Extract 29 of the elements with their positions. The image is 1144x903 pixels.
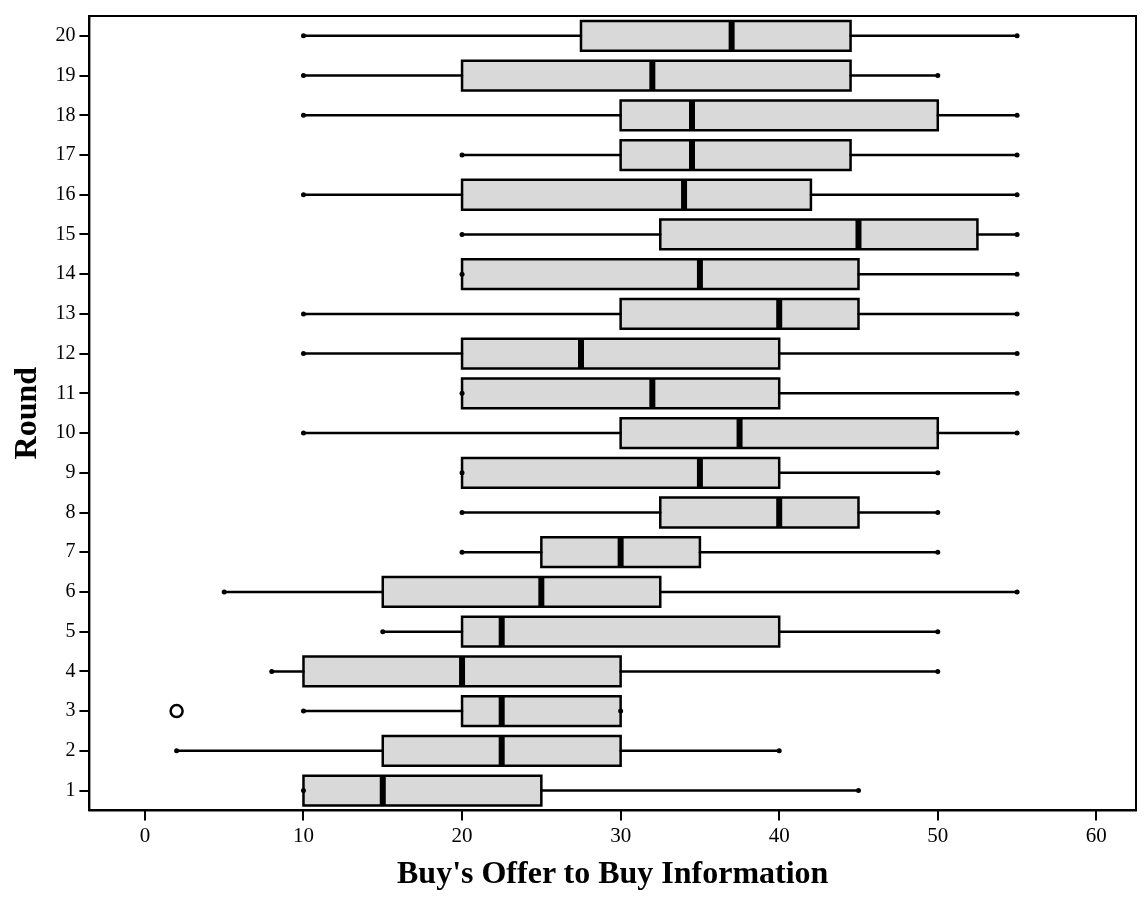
x-tick-label: 20 [451, 822, 473, 847]
y-tick-label: 12 [55, 340, 76, 363]
x-tick-label: 10 [292, 822, 314, 847]
y-tick-label: 17 [55, 142, 76, 165]
y-tick-label: 10 [55, 420, 76, 443]
y-tick-label: 16 [55, 181, 76, 204]
y-tick-label: 2 [65, 738, 76, 761]
y-tick-label: 5 [65, 618, 76, 641]
y-tick-label: 18 [55, 102, 76, 125]
y-tick-label: 13 [55, 301, 76, 324]
y-tick-label: 14 [55, 261, 76, 284]
x-tick-label: 0 [139, 822, 151, 847]
y-tick-label: 1 [65, 777, 76, 800]
y-tick-label: 6 [65, 579, 76, 602]
x-tick-label: 60 [1085, 822, 1107, 847]
x-tick-label: 50 [927, 822, 949, 847]
x-tick-label: 40 [768, 822, 790, 847]
y-tick-label: 9 [65, 460, 76, 483]
y-tick-label: 8 [65, 499, 76, 522]
y-tick-label: 3 [65, 698, 76, 721]
y-tick-label: 20 [55, 23, 76, 46]
x-tick-label: 30 [610, 822, 632, 847]
y-tick-label: 4 [65, 658, 76, 681]
y-tick-label: 7 [65, 539, 76, 562]
y-tick-label: 11 [56, 380, 76, 403]
x-axis-title: Buy's Offer to Buy Information [396, 854, 829, 891]
y-tick-label: 19 [55, 62, 76, 85]
y-tick-label: 15 [55, 221, 76, 244]
y-axis-title: Round [7, 366, 44, 460]
